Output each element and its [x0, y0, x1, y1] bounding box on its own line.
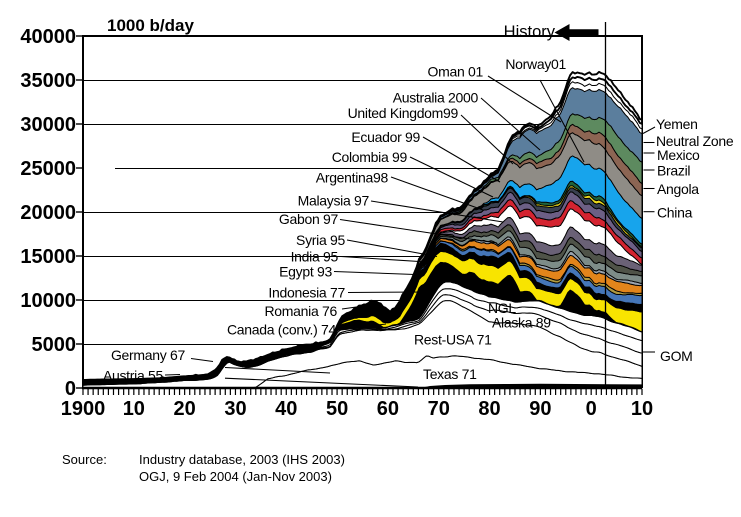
svg-text:25000: 25000: [20, 158, 76, 180]
svg-text:5000: 5000: [32, 334, 77, 356]
svg-text:Austria 55: Austria 55: [103, 368, 164, 384]
svg-text:United Kingdom99: United Kingdom99: [348, 105, 459, 121]
svg-text:50: 50: [326, 398, 348, 420]
svg-text:Malaysia 97: Malaysia 97: [298, 193, 370, 209]
svg-text:Alaska 89: Alaska 89: [492, 315, 551, 331]
svg-text:Syria 95: Syria 95: [296, 232, 345, 248]
svg-text:Germany 67: Germany 67: [111, 347, 186, 363]
svg-text:30000: 30000: [20, 114, 76, 136]
svg-text:Gabon 97: Gabon 97: [279, 211, 339, 227]
svg-text:Source:: Source:: [62, 452, 107, 467]
svg-text:10: 10: [123, 398, 145, 420]
svg-text:India 95: India 95: [291, 249, 339, 265]
svg-text:40000: 40000: [20, 26, 76, 48]
svg-text:Industry database, 2003 (IHS 2: Industry database, 2003 (IHS 2003): [139, 452, 345, 467]
svg-text:Argentina98: Argentina98: [316, 170, 389, 186]
svg-text:20: 20: [174, 398, 196, 420]
svg-text:Canada (conv.) 74: Canada (conv.) 74: [227, 322, 337, 338]
svg-text:History: History: [504, 23, 556, 41]
svg-text:Romania 76: Romania 76: [265, 303, 338, 319]
svg-text:0: 0: [65, 378, 76, 400]
svg-text:60: 60: [377, 398, 399, 420]
svg-text:40: 40: [275, 398, 297, 420]
svg-text:1000 b/day: 1000 b/day: [107, 16, 194, 35]
svg-text:NGL: NGL: [488, 300, 516, 316]
svg-text:15000: 15000: [20, 246, 76, 268]
svg-text:Neutral Zone: Neutral Zone: [656, 133, 734, 149]
svg-text:Norway01: Norway01: [505, 56, 566, 72]
svg-text:35000: 35000: [20, 70, 76, 92]
svg-text:0: 0: [586, 398, 597, 420]
svg-text:GOM: GOM: [660, 348, 693, 364]
svg-text:Mexico: Mexico: [657, 147, 700, 163]
svg-text:1900: 1900: [61, 398, 106, 420]
svg-text:Oman 01: Oman 01: [428, 64, 484, 80]
svg-text:Ecuador 99: Ecuador 99: [351, 129, 420, 145]
svg-text:90: 90: [529, 398, 551, 420]
svg-text:Texas 71: Texas 71: [423, 366, 477, 382]
svg-text:80: 80: [478, 398, 500, 420]
svg-text:10000: 10000: [20, 290, 76, 312]
svg-text:Yemen: Yemen: [656, 116, 698, 132]
svg-text:10: 10: [631, 398, 653, 420]
svg-text:Egypt 93: Egypt 93: [279, 264, 332, 280]
svg-text:Rest-USA 71: Rest-USA 71: [414, 332, 492, 348]
svg-text:Brazil: Brazil: [657, 163, 690, 179]
svg-text:Indonesia 77: Indonesia 77: [268, 285, 345, 301]
svg-text:70: 70: [428, 398, 450, 420]
svg-text:Australia 2000: Australia 2000: [393, 90, 479, 106]
svg-text:China: China: [657, 205, 693, 221]
svg-text:20000: 20000: [20, 202, 76, 224]
svg-text:Angola: Angola: [657, 181, 699, 197]
svg-text:30: 30: [224, 398, 246, 420]
svg-text:Colombia 99: Colombia 99: [332, 149, 408, 165]
svg-text:OGJ, 9 Feb 2004 (Jan-Nov 2003): OGJ, 9 Feb 2004 (Jan-Nov 2003): [139, 469, 332, 484]
